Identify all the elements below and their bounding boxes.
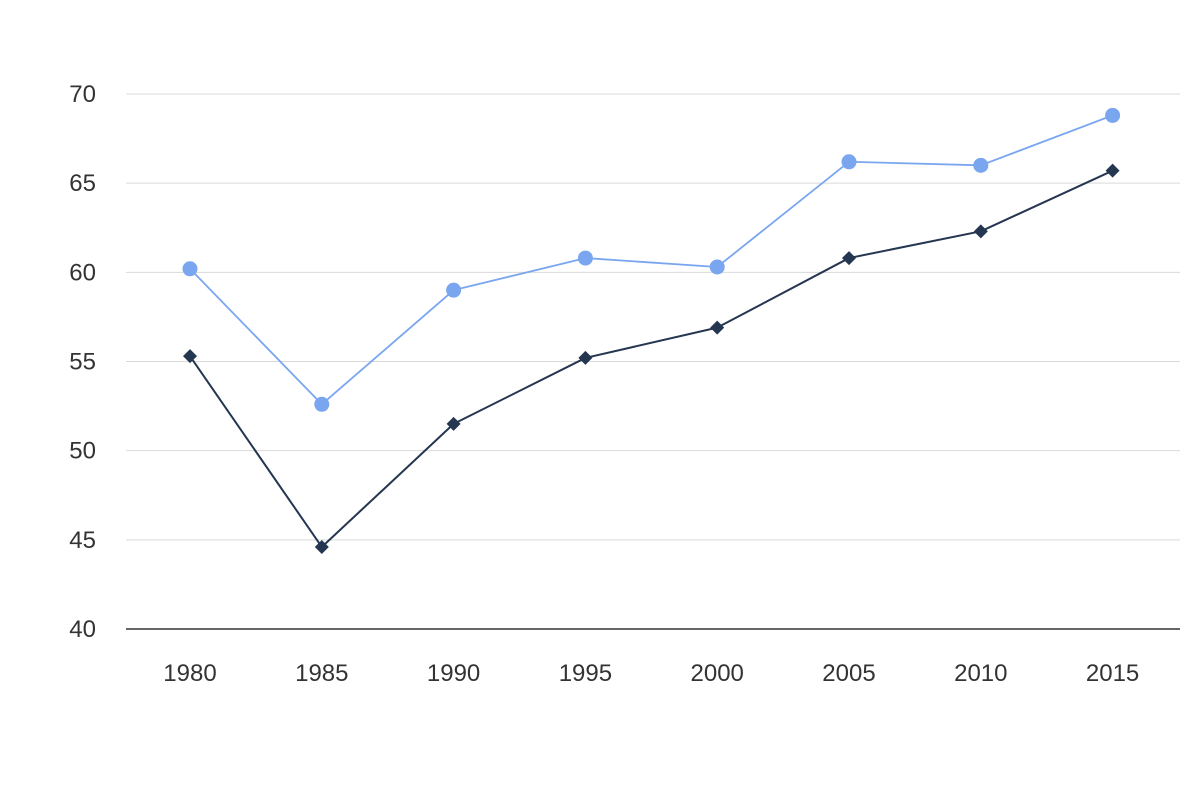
data-point <box>1105 107 1121 123</box>
series-line <box>189 114 1113 406</box>
y-tick-label: 70 <box>69 81 96 108</box>
x-tick-label: 2005 <box>822 660 875 687</box>
data-point <box>841 154 857 170</box>
x-tick-label: 1985 <box>295 660 348 687</box>
x-tick-label: 2015 <box>1086 660 1139 687</box>
data-point <box>446 282 462 298</box>
y-tick-label: 60 <box>69 259 96 286</box>
data-point <box>710 320 725 335</box>
data-point <box>578 350 593 365</box>
data-point <box>314 396 330 412</box>
y-tick-label: 65 <box>69 170 96 197</box>
y-tick-label: 55 <box>69 349 96 376</box>
series-2 <box>183 163 1120 554</box>
data-point <box>709 259 725 275</box>
y-tick-label: 50 <box>69 438 96 465</box>
x-tick-label: 2010 <box>954 660 1007 687</box>
x-tick-label: 1995 <box>559 660 612 687</box>
data-point <box>182 261 198 277</box>
y-axis-ticks: 40 45 50 55 60 65 70 <box>69 81 96 643</box>
x-tick-label: 1980 <box>163 660 216 687</box>
y-tick-label: 45 <box>69 527 96 554</box>
data-point <box>973 224 988 239</box>
x-tick-label: 1990 <box>427 660 480 687</box>
data-point <box>577 250 593 266</box>
x-tick-label: 2000 <box>691 660 744 687</box>
data-point <box>842 251 856 266</box>
series-layer <box>182 107 1121 554</box>
data-point <box>973 157 989 173</box>
data-point <box>1105 163 1120 178</box>
x-axis-ticks: 1980 1985 1990 1995 2000 2005 2010 2015 <box>163 660 1139 687</box>
data-point <box>446 416 461 431</box>
series-1 <box>182 107 1121 412</box>
grid-layer <box>126 93 1180 630</box>
data-point <box>314 539 329 554</box>
data-point <box>183 349 197 364</box>
y-tick-label: 40 <box>69 616 96 643</box>
series-line <box>189 169 1114 548</box>
